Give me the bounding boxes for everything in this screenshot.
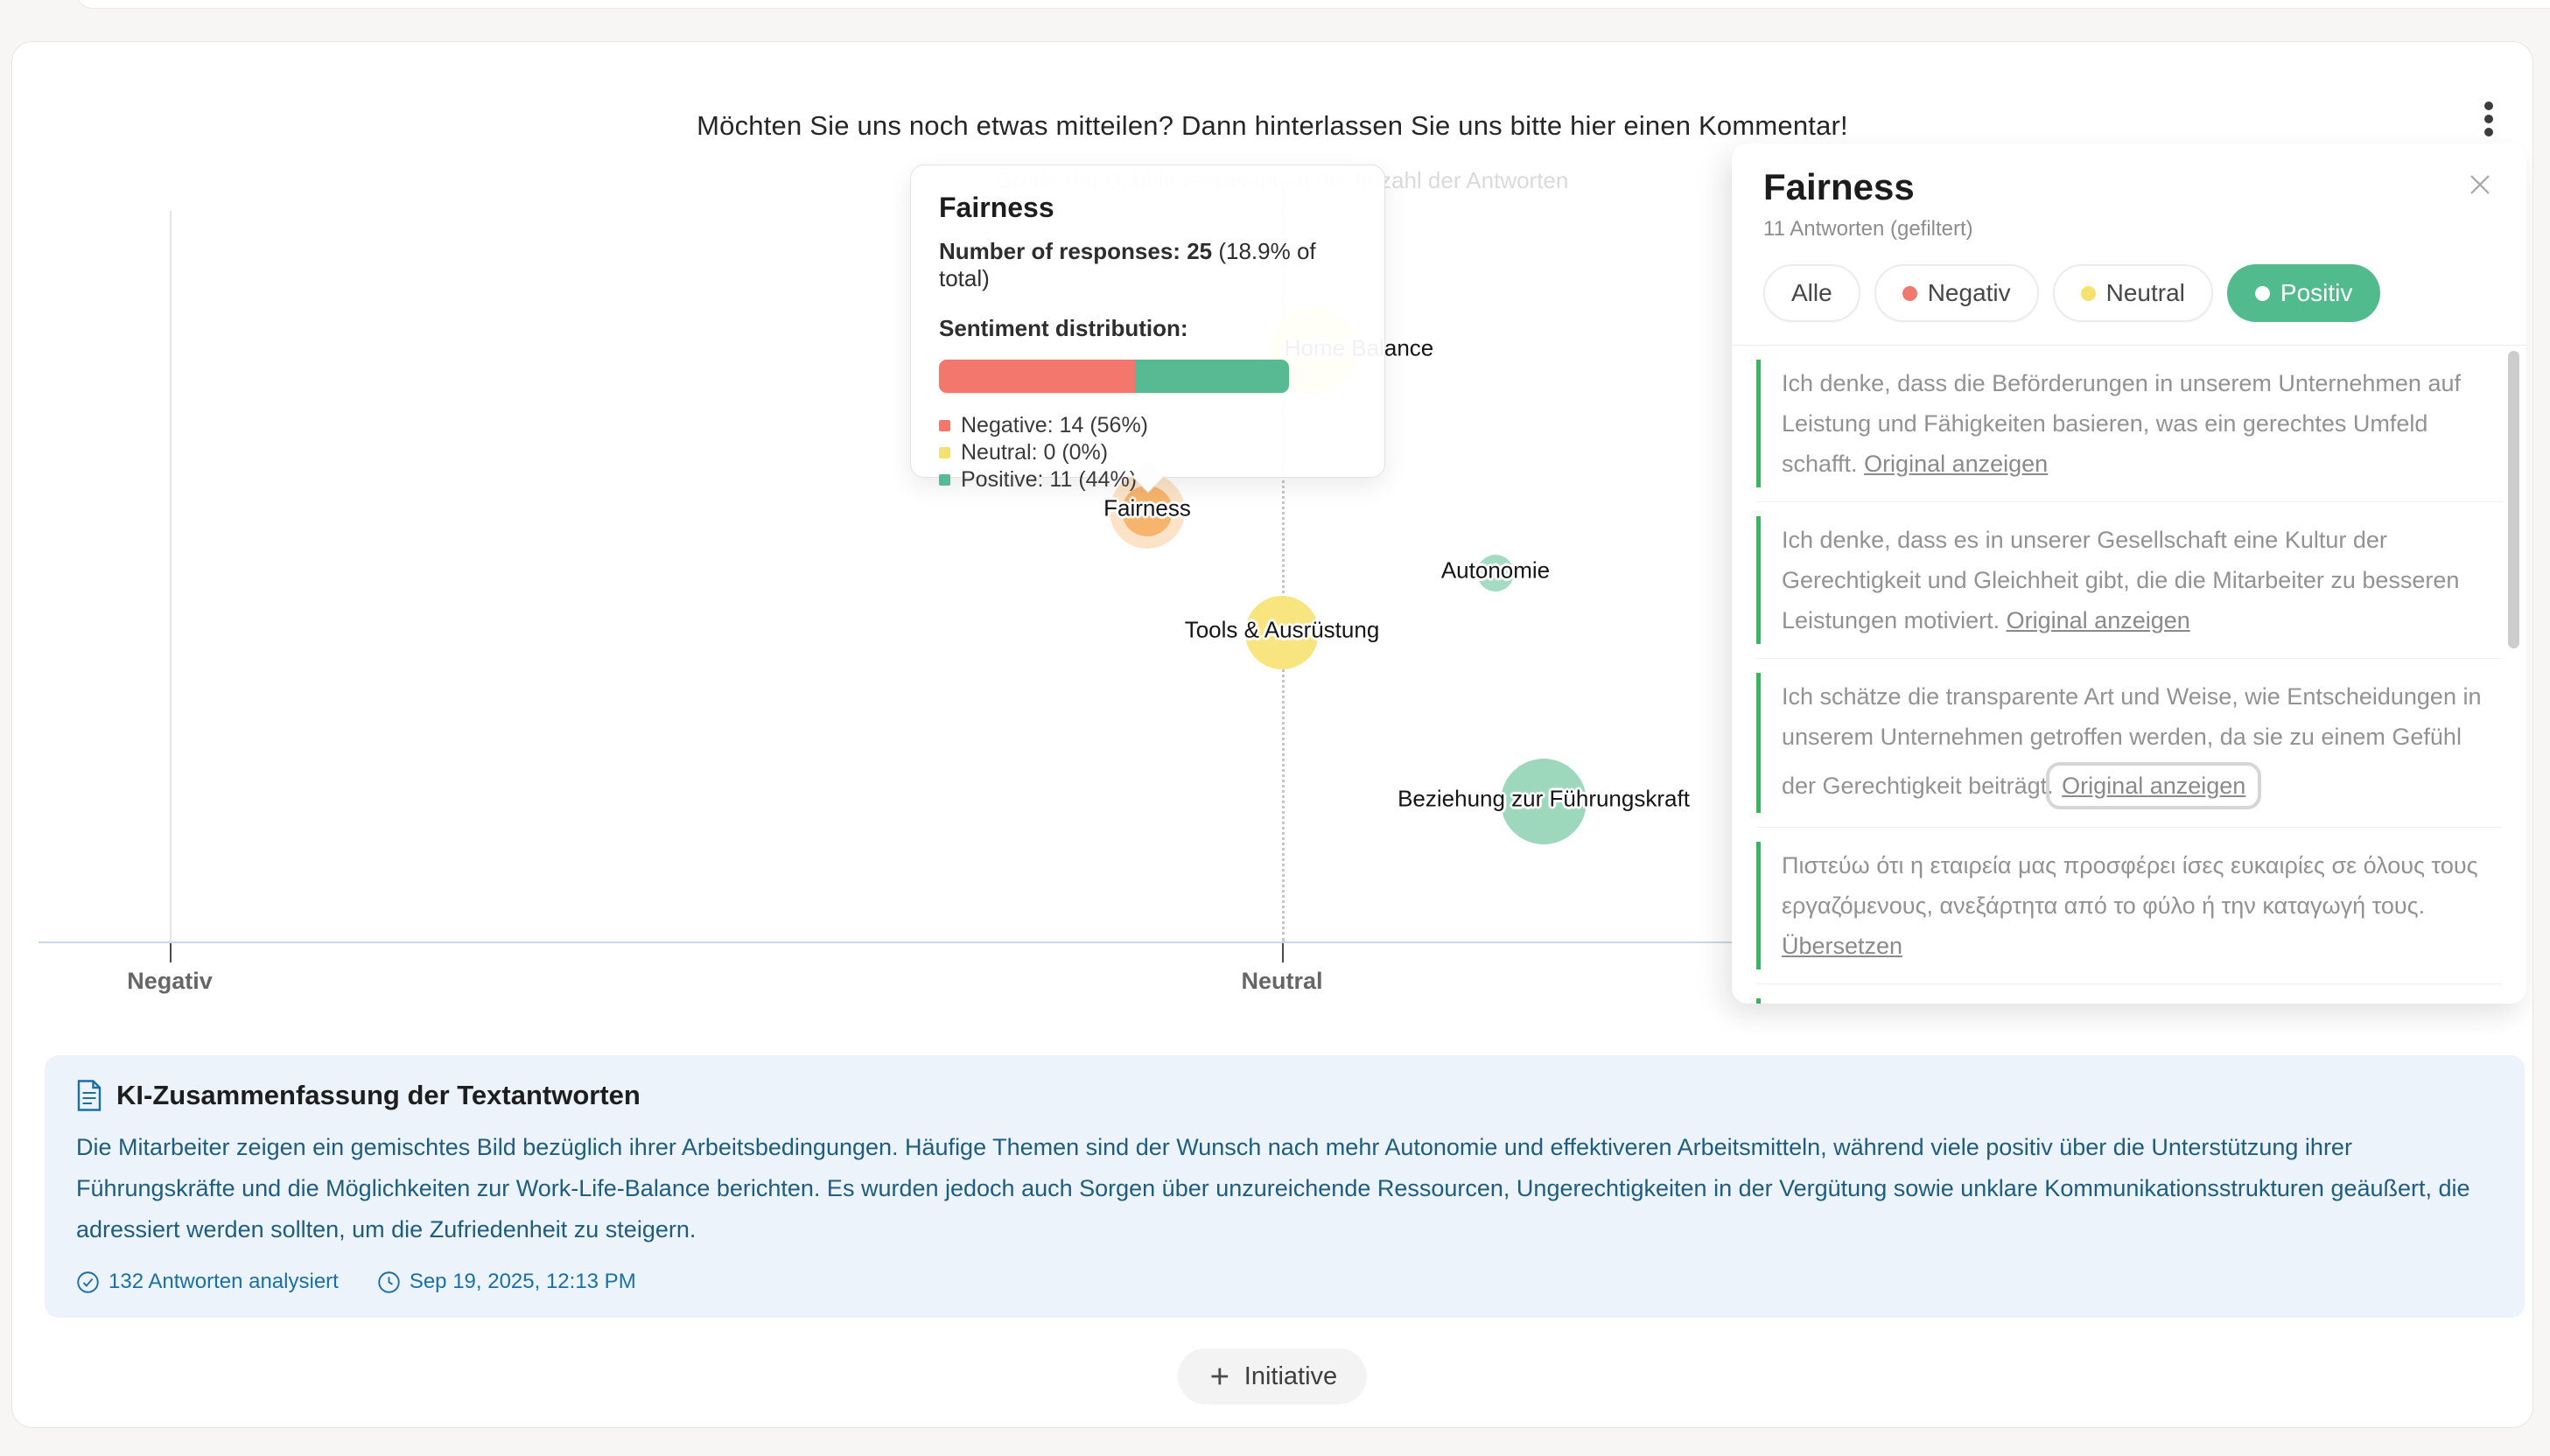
sentiment-dot-icon (1902, 285, 1917, 301)
summary-title: KI-Zusammenfassung der Textantworten (116, 1080, 641, 1110)
bubble-label: Fairness (1103, 494, 1191, 522)
panel-title: Fairness (1763, 166, 1915, 207)
comment-item: Πιστεύω ότι η εταιρεία μας προσφέρει ίσε… (1756, 828, 2502, 984)
legend-row-positive: Positive: 11 (44%) (939, 466, 1356, 494)
filter-chip-alle[interactable]: Alle (1763, 264, 1860, 322)
comment-text: Ich schätze die transparente Art und Wei… (1756, 673, 2502, 813)
negative-swatch-icon (939, 420, 950, 431)
question-card: Möchten Sie uns noch etwas mitteilen? Da… (11, 41, 2533, 1428)
responses-panel: Fairness 11 Antworten (gefiltert) Alle Ne… (1732, 144, 2526, 1004)
legend-row-negative: Negative: 14 (56%) (939, 412, 1356, 439)
comments-list: Ich denke, dass die Beförderungen in uns… (1732, 346, 2526, 1004)
plus-icon (1211, 1368, 1229, 1385)
clock-icon (378, 1270, 400, 1293)
filter-chip-label: Neutral (2105, 279, 2185, 306)
comment-translate-link[interactable]: Original anzeigen (1864, 451, 2049, 477)
summary-body: Die Mitarbeiter zeigen ein gemischtes Bi… (76, 1134, 2470, 1242)
bubble-label: Beziehung zur Führungskraft (1398, 785, 1690, 812)
comment-text: Πιστεύω ότι η εταιρεία μας προσφέρει ίσε… (1756, 842, 2502, 970)
previous-card-edge (75, 0, 2550, 9)
sentiment-dot-icon (2080, 285, 2096, 301)
sentiment-bar-positive (1135, 360, 1289, 393)
x-axis-label-negativ: Negativ (127, 968, 213, 994)
panel-scrollbar[interactable] (2508, 351, 2519, 648)
filter-chip-neutral[interactable]: Neutral (2052, 264, 2213, 322)
neutral-swatch-icon (939, 447, 950, 458)
ai-summary-box: KI-Zusammenfassung der Textantworten Die… (45, 1055, 2525, 1318)
panel-header: Fairness 11 Antworten (gefiltert) Alle Ne… (1732, 144, 2526, 345)
x-tick-neutral (1282, 943, 1284, 962)
filter-chip-positiv[interactable]: Positiv (2226, 264, 2381, 322)
comment-text: Ich denke, dass es in unserer Gesellscha… (1756, 516, 2502, 644)
panel-divider (1732, 345, 2526, 346)
document-icon (77, 1080, 102, 1111)
x-tick-negativ (170, 943, 172, 962)
x-axis-label-neutral: Neutral (1241, 968, 1323, 994)
bubble-autonomie[interactable] (1477, 555, 1514, 592)
bubble-tools-ausr-stung[interactable] (1245, 596, 1319, 669)
bubble-beziehung-zur-f-hrungskraft[interactable] (1501, 759, 1587, 844)
legend-row-neutral: Neutral: 0 (0%) (939, 439, 1356, 466)
comment-item-clipped (1756, 984, 2502, 1004)
filter-chip-label: Positiv (2280, 279, 2353, 306)
filter-chip-negativ[interactable]: Negativ (1874, 264, 2039, 322)
x-axis-line (39, 942, 2524, 943)
check-circle-icon (77, 1270, 99, 1293)
add-initiative-button[interactable]: Initiative (1177, 1348, 1368, 1404)
tooltip-legend: Negative: 14 (56%) Neutral: 0 (0%) Posit… (939, 412, 1356, 494)
kebab-menu-icon[interactable] (2469, 88, 2508, 150)
filter-chip-label: Negativ (1927, 279, 2011, 306)
comment-item: Ich denke, dass die Beförderungen in uns… (1756, 346, 2502, 502)
comment-translate-link[interactable]: Original anzeigen (2046, 762, 2262, 809)
sentiment-bar-negative (939, 360, 1135, 393)
comment-text: Ich denke, dass die Beförderungen in uns… (1756, 360, 2502, 487)
summary-timestamp: Sep 19, 2025, 12:13 PM (377, 1270, 636, 1294)
close-icon[interactable] (2465, 170, 2495, 200)
sentiment-bar (939, 360, 1289, 393)
tooltip-responses: Number of responses: 25 (18.9% of total) (939, 238, 1316, 291)
comment-text (1756, 998, 2502, 1004)
analyzed-count: 132 Antworten analysiert (76, 1270, 339, 1294)
filter-chip-label: Alle (1791, 279, 1832, 306)
bubble-label: Autonomie (1440, 556, 1551, 584)
positive-swatch-icon (939, 474, 950, 486)
tooltip-title: Fairness (939, 192, 1054, 223)
sentiment-dot-icon (2254, 285, 2270, 301)
comment-translate-link[interactable]: Original anzeigen (2006, 607, 2190, 634)
bubble-label: Tools & Ausrüstung (1184, 616, 1380, 643)
comment-item: Ich denke, dass es in unserer Gesellscha… (1756, 502, 2502, 659)
page-title: Möchten Sie uns noch etwas mitteilen? Da… (697, 110, 1848, 141)
y-axis-line (170, 211, 172, 942)
neutral-gridline (1282, 180, 1285, 942)
comment-item: Ich schätze die transparente Art und Wei… (1756, 659, 2502, 828)
sentiment-filter-group: Alle Negativ Neutral Positiv (1763, 264, 2495, 345)
bubble-tooltip: Fairness Number of responses: 25 (18.9% … (910, 164, 1385, 494)
bubble-fairness[interactable] (1122, 486, 1173, 536)
filtered-count: 11 Antworten (gefiltert) (1763, 217, 1973, 241)
tooltip-distribution-label: Sentiment distribution: (939, 315, 1188, 341)
comment-translate-link[interactable]: Übersetzen (1782, 933, 1903, 959)
